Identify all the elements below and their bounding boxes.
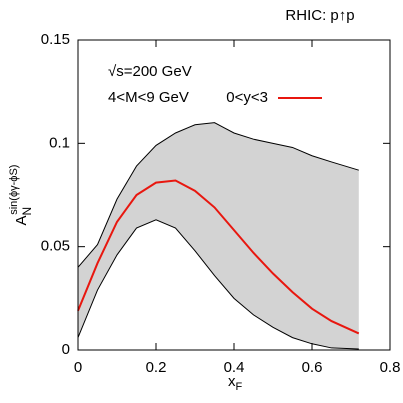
y-axis-label-text: ANsin(ϕγ-ϕS)	[8, 165, 34, 226]
y-axis-label-main: A	[13, 215, 30, 225]
legend-label: 0<y<3	[226, 89, 268, 106]
chart-title: RHIC: p↑p	[285, 7, 354, 24]
band	[78, 122, 359, 349]
annotation: √s=200 GeV	[108, 63, 192, 80]
y-tick-label: 0.05	[41, 238, 70, 255]
x-tick-label: 0.6	[302, 359, 323, 376]
x-axis-label: xF	[228, 373, 243, 393]
x-axis-label-sub: F	[236, 381, 243, 393]
y-tick-label: 0.1	[49, 134, 70, 151]
x-tick-label: 0	[74, 359, 82, 376]
band-upper	[77, 122, 359, 268]
annotation: 4<M<9 GeV	[108, 89, 189, 106]
line	[77, 179, 360, 335]
x-axis-label-main: x	[228, 373, 236, 390]
band-lower	[77, 219, 359, 350]
y-tick-label: 0	[62, 341, 70, 358]
x-tick-label: 0.4	[224, 359, 245, 376]
y-axis-label-sup: sin(ϕγ-ϕS)	[8, 165, 20, 215]
y-axis-label-sub: N	[20, 207, 34, 216]
y-tick-label: 0.15	[41, 31, 70, 48]
x-tick-label: 0.8	[380, 359, 401, 376]
y-axis-label: ANsin(ϕγ-ϕS)	[8, 165, 34, 226]
x-tick-label: 0.2	[146, 359, 167, 376]
